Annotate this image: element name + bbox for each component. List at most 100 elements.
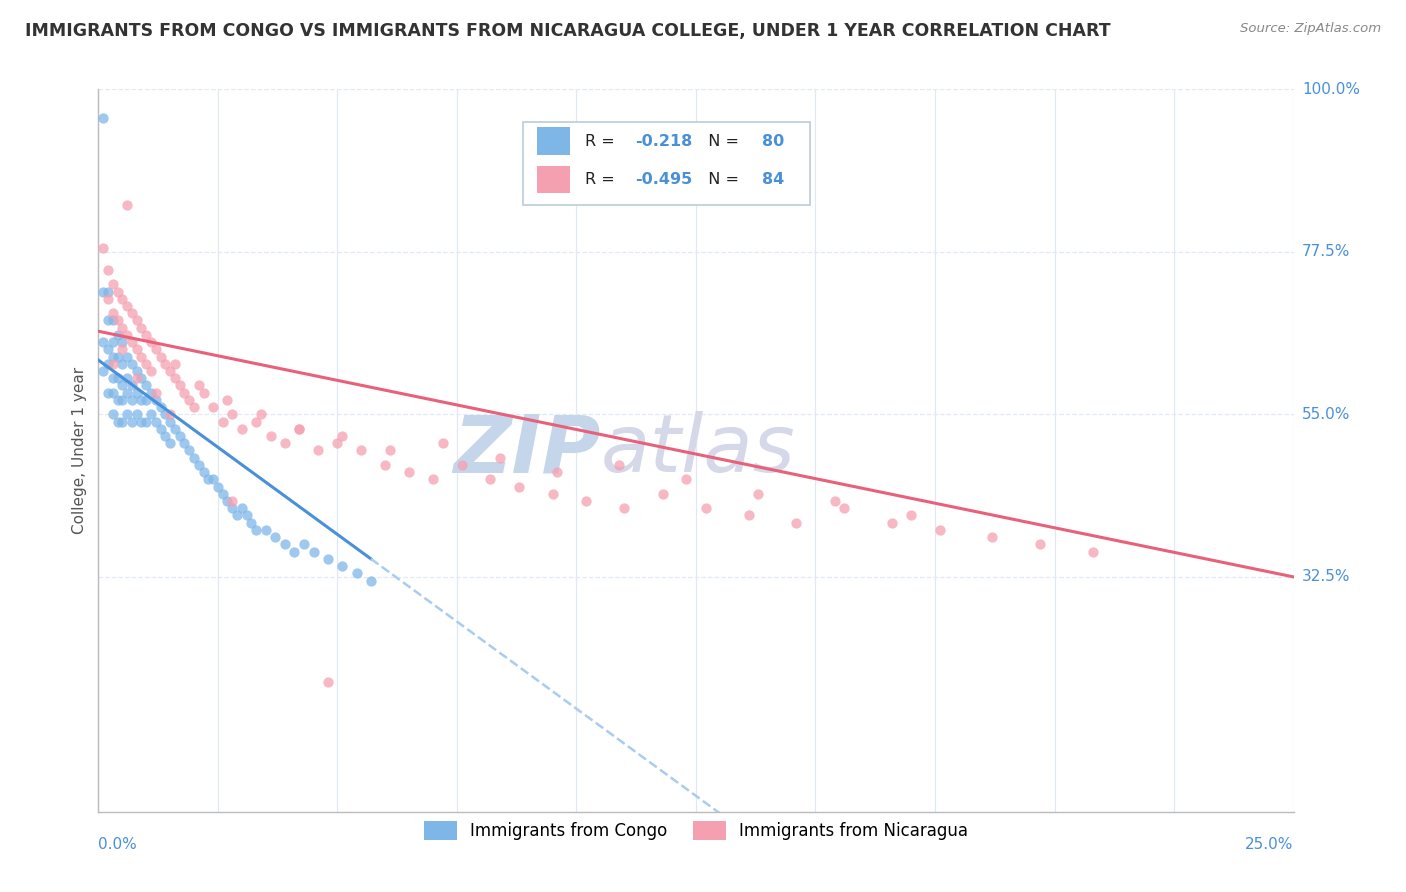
Point [450, 458, 472, 472]
Point [101, 306, 124, 320]
Point [121, 378, 143, 392]
Point [326, 436, 349, 450]
Point [398, 465, 420, 479]
Point [179, 443, 201, 458]
Point [145, 415, 167, 429]
Point [139, 385, 162, 400]
Point [111, 343, 134, 357]
Text: atlas: atlas [600, 411, 796, 490]
Text: R =: R = [585, 134, 620, 149]
Point [125, 385, 148, 400]
Point [91, 285, 114, 299]
Point [695, 501, 717, 516]
Point [245, 415, 267, 429]
Text: 25.0%: 25.0% [1246, 837, 1294, 852]
Point [107, 285, 129, 299]
Point [163, 422, 186, 436]
Point [747, 487, 769, 501]
Point [97, 285, 120, 299]
Text: -0.495: -0.495 [636, 172, 692, 187]
Point [135, 357, 157, 371]
FancyBboxPatch shape [523, 121, 810, 205]
Text: 80: 80 [762, 134, 785, 149]
Point [508, 480, 530, 494]
Point [159, 436, 181, 450]
Point [202, 400, 225, 414]
Point [101, 334, 124, 349]
Point [135, 415, 157, 429]
Point [193, 465, 215, 479]
Point [211, 415, 233, 429]
Point [264, 530, 287, 544]
Point [169, 378, 191, 392]
Point [832, 501, 855, 516]
Point [115, 327, 138, 342]
Point [1081, 544, 1104, 558]
Point [97, 313, 120, 327]
Point [139, 364, 162, 378]
Point [115, 385, 138, 400]
Point [115, 350, 138, 364]
Point [187, 458, 209, 472]
Point [149, 422, 172, 436]
Legend: Immigrants from Congo, Immigrants from Nicaragua: Immigrants from Congo, Immigrants from N… [418, 814, 974, 847]
Point [131, 392, 153, 407]
Point [111, 334, 134, 349]
Point [489, 450, 512, 465]
Point [115, 198, 138, 212]
Text: 0.0%: 0.0% [98, 837, 138, 852]
Point [155, 357, 177, 371]
Text: Source: ZipAtlas.com: Source: ZipAtlas.com [1240, 22, 1381, 36]
Point [374, 458, 396, 472]
Point [737, 508, 759, 523]
Text: 55.0%: 55.0% [1302, 407, 1350, 422]
Point [330, 429, 353, 443]
Point [91, 334, 114, 349]
Point [121, 306, 143, 320]
Point [115, 407, 138, 421]
Point [97, 385, 120, 400]
Point [159, 407, 181, 421]
Point [350, 443, 373, 458]
Point [981, 530, 1004, 544]
Point [163, 357, 186, 371]
Point [193, 385, 215, 400]
Point [135, 392, 157, 407]
Point [360, 574, 382, 588]
Point [292, 537, 315, 551]
Point [121, 357, 143, 371]
Point [316, 551, 339, 566]
Point [880, 516, 903, 530]
Point [302, 544, 325, 558]
Point [111, 392, 134, 407]
Point [115, 299, 138, 313]
Point [101, 357, 124, 371]
Point [111, 415, 134, 429]
Text: R =: R = [585, 172, 620, 187]
Point [101, 407, 124, 421]
Point [217, 392, 239, 407]
Point [541, 487, 564, 501]
Point [139, 407, 162, 421]
Point [101, 277, 124, 292]
Point [91, 241, 114, 255]
Point [101, 350, 124, 364]
Point [145, 392, 167, 407]
Point [675, 472, 697, 486]
Point [651, 487, 673, 501]
Point [131, 320, 153, 334]
Point [115, 371, 138, 385]
Point [131, 371, 153, 385]
Point [231, 501, 253, 516]
Point [149, 350, 172, 364]
Text: -0.218: -0.218 [636, 134, 692, 149]
Point [231, 422, 253, 436]
Point [101, 371, 124, 385]
FancyBboxPatch shape [537, 128, 571, 155]
Point [259, 429, 281, 443]
Point [1029, 537, 1052, 551]
Point [173, 385, 195, 400]
Point [274, 436, 297, 450]
Point [900, 508, 922, 523]
Point [97, 357, 120, 371]
